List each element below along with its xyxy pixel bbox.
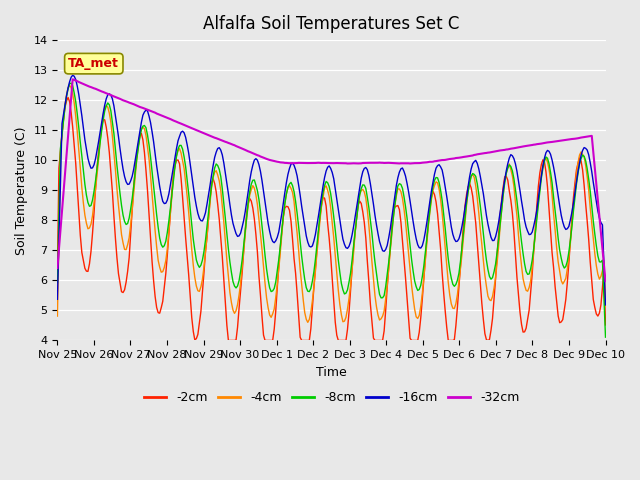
-16cm [295,182,303,188]
-2cm [248,198,255,204]
-2cm [602,322,609,328]
-16cm [69,72,77,78]
-32cm [122,98,130,104]
-32cm [237,145,244,151]
-16cm [246,177,253,183]
-16cm [602,302,609,308]
-4cm [66,83,74,88]
-4cm [218,204,226,209]
Legend: -2cm, -4cm, -8cm, -16cm, -32cm: -2cm, -4cm, -8cm, -16cm, -32cm [138,386,524,409]
-32cm [246,149,253,155]
-4cm [237,280,244,286]
-2cm [296,335,304,340]
-8cm [122,222,130,228]
Line: -8cm: -8cm [58,83,605,337]
-32cm [218,138,226,144]
Line: -4cm: -4cm [58,85,605,323]
Title: Alfalfa Soil Temperatures Set C: Alfalfa Soil Temperatures Set C [204,15,460,33]
-2cm [218,254,226,260]
-32cm [295,160,303,166]
-4cm [574,160,582,166]
-8cm [573,181,580,187]
-8cm [54,280,61,286]
-2cm [54,269,61,275]
-2cm [238,270,246,276]
-8cm [218,186,226,192]
-4cm [54,313,61,319]
-16cm [573,179,580,184]
-32cm [69,76,77,82]
-16cm [237,230,244,236]
-4cm [246,192,253,198]
-32cm [602,278,609,284]
-2cm [574,160,582,166]
-4cm [304,320,312,325]
-16cm [54,297,61,302]
-4cm [602,303,609,309]
-16cm [218,152,226,158]
-8cm [602,334,609,340]
-4cm [295,247,303,253]
Line: -32cm: -32cm [58,79,605,281]
-8cm [246,189,253,194]
-2cm [64,95,72,100]
-8cm [295,224,303,229]
Text: TA_met: TA_met [68,57,119,70]
-2cm [225,337,232,343]
X-axis label: Time: Time [316,366,347,379]
-4cm [122,247,130,252]
Y-axis label: Soil Temperature (C): Soil Temperature (C) [15,126,28,254]
-16cm [122,179,130,185]
-32cm [54,265,61,271]
-8cm [237,268,244,274]
Line: -16cm: -16cm [58,75,605,305]
-2cm [122,279,130,285]
Line: -2cm: -2cm [58,97,605,340]
-8cm [67,80,75,86]
-32cm [573,136,580,142]
